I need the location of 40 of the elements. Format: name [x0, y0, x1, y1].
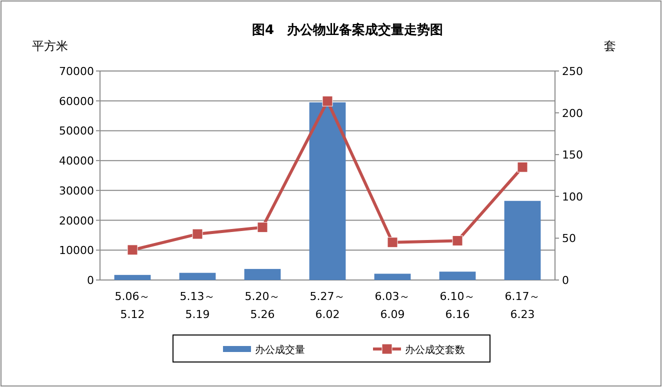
bar [439, 272, 476, 280]
y2-tick-label: 250 [562, 65, 583, 78]
point [517, 162, 528, 172]
y-tick-label: 30000 [59, 184, 94, 198]
y2-tick-label: 150 [562, 148, 583, 162]
point [127, 244, 138, 256]
y-tick-label: 40000 [59, 154, 94, 168]
y2-tick-label: 0 [562, 274, 569, 287]
y2-tick-label: 100 [562, 190, 583, 204]
y-axis-title: 平方米 [32, 39, 68, 53]
bar [374, 274, 411, 280]
x-tick-label: 6.03～6.09 [374, 290, 410, 321]
y-tick-label: 20000 [59, 214, 94, 228]
bar [179, 272, 216, 280]
bar [504, 200, 541, 280]
point [452, 235, 463, 246]
bar [244, 268, 281, 280]
y-tick-label: 50000 [59, 124, 94, 138]
y2-axis-title: 套 [604, 39, 616, 53]
bar [309, 102, 346, 280]
point [257, 222, 268, 233]
x-tick-label: 5.13～5.19 [180, 290, 216, 321]
y-tick-label: 0 [87, 274, 94, 287]
y2-tick-label: 200 [562, 106, 583, 120]
y2-tick-label: 50 [562, 232, 576, 246]
legend-label: 办公成交套数 [405, 344, 465, 356]
bar [114, 274, 151, 280]
x-tick-label: 5.06～5.12 [114, 290, 150, 321]
y-tick-label: 10000 [59, 244, 94, 258]
chart-title: 图4 办公物业备案成交量走势图 [252, 22, 444, 38]
x-tick-label: 6.17～6.23 [504, 290, 540, 321]
legend-label: 办公成交量 [255, 344, 305, 356]
point [387, 237, 398, 248]
x-tick-label: 5.20～5.26 [244, 290, 280, 321]
x-tick-label: 5.27～6.02 [310, 290, 346, 321]
y-tick-label: 60000 [59, 94, 94, 108]
point [192, 228, 203, 240]
y-tick-label: 70000 [59, 65, 94, 78]
point [322, 96, 333, 106]
x-tick-label: 6.10～6.16 [440, 290, 476, 321]
